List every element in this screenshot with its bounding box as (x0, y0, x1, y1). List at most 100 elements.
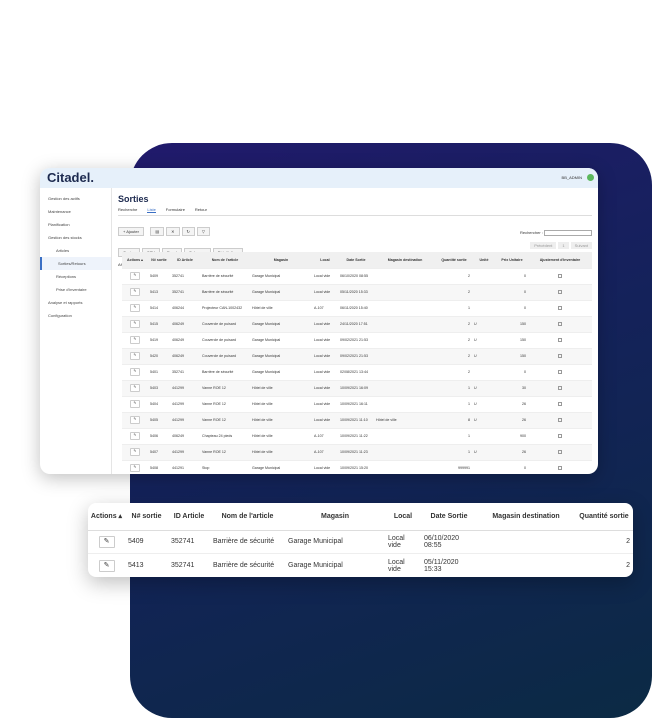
checkbox[interactable] (558, 417, 562, 422)
sidebar-item[interactable]: Réceptions (56, 274, 77, 279)
cell-text: 0 (524, 306, 526, 310)
icon-button[interactable]: ↻ (181, 227, 195, 236)
edit-button[interactable]: ✎ (98, 535, 115, 548)
add-button[interactable]: + Ajouter (118, 227, 144, 236)
user-name[interactable]: BB_ADMIN (561, 175, 582, 180)
column-header[interactable]: Prix Unitaire (496, 252, 528, 268)
column-header[interactable]: Local (385, 503, 421, 531)
table-row[interactable]: ✎ 5404 441299 Vanne ROE 12 Hôtel de ville Loc… (122, 395, 592, 412)
edit-button[interactable]: ✎ (130, 320, 140, 328)
column-header[interactable]: N# sortie (125, 503, 168, 531)
column-header[interactable]: Unité (472, 252, 496, 268)
column-header[interactable]: Local (312, 252, 338, 268)
table-row[interactable]: ✎ 5419 406249 Couvercle de puisard Garage Mu… (122, 331, 592, 348)
column-header[interactable]: Magasin destination (374, 252, 436, 268)
sidebar-item[interactable]: Maintenance (48, 209, 71, 214)
edit-button[interactable]: ✎ (130, 352, 140, 360)
cell: 900 (496, 427, 528, 444)
checkbox[interactable] (558, 465, 562, 470)
column-header[interactable]: Magasin destination (477, 503, 575, 531)
tab[interactable]: Retour (194, 207, 207, 212)
column-header[interactable]: Actions ▴ (88, 503, 125, 531)
edit-button[interactable]: ✎ (130, 304, 140, 312)
column-header[interactable]: N# sortie (148, 252, 170, 268)
column-header[interactable]: Nom de l'article (200, 252, 250, 268)
checkbox[interactable] (558, 305, 562, 310)
edit-button[interactable]: ✎ (130, 448, 140, 456)
tab[interactable]: Liste (147, 207, 156, 213)
cell-text: 2 (626, 562, 630, 569)
cell (374, 315, 436, 332)
column-header[interactable]: Magasin (250, 252, 312, 268)
edit-button[interactable]: ✎ (130, 368, 140, 376)
sidebar-item[interactable]: Gestion des stocks (48, 235, 82, 240)
checkbox[interactable] (558, 289, 562, 294)
edit-button[interactable]: ✎ (130, 464, 140, 473)
checkbox[interactable] (558, 401, 562, 406)
cell-text: 5414 (150, 306, 158, 310)
column-label: Actions (90, 513, 117, 521)
column-header[interactable]: Nom de l'article (210, 503, 285, 531)
column-header[interactable]: ID Article (170, 252, 200, 268)
search-input[interactable] (544, 230, 592, 236)
sidebar-item[interactable]: Configuration (48, 313, 72, 318)
column-header[interactable]: ID Article (168, 503, 210, 531)
cell: 26 (496, 395, 528, 412)
column-header[interactable]: Ajustement d'inventaire (528, 252, 592, 268)
page-button[interactable]: Suivant (570, 242, 592, 249)
sidebar-item[interactable]: Analyse et rapports (48, 300, 83, 305)
checkbox[interactable] (558, 353, 562, 358)
table-row[interactable]: ✎ 5415 406249 Couvercle de puisard Garage Mu… (122, 315, 592, 332)
edit-button[interactable]: ✎ (130, 272, 140, 280)
table-row[interactable]: ✎ 5406 406249 Chapteau 24 pieds Hôtel de vil… (122, 427, 592, 444)
table-row[interactable]: ✎ 5420 406249 Couvercle de puisard Garage Mu… (122, 347, 592, 364)
edit-button[interactable]: ✎ (130, 288, 140, 296)
table-row[interactable]: ✎ 5413 352741 Barrière de sécurité Garage Mu… (88, 553, 633, 577)
table-row[interactable]: ✎ 5408 441291 Stop Garage Municipal Local vid… (122, 459, 592, 474)
icon-button[interactable]: ▤ (150, 227, 165, 236)
icon-button[interactable]: ✕ (166, 227, 180, 236)
cell-text: 2 (468, 322, 470, 326)
table-row[interactable]: ✎ 5414 406244 Projecteur CAN-1002432 Hôtel d… (122, 299, 592, 316)
actions-cell: ✎ (122, 347, 148, 364)
table-row[interactable]: ✎ 5403 441299 Vanne ROE 12 Hôtel de ville Loc… (122, 379, 592, 396)
column-header[interactable]: Date Sortie (421, 503, 477, 531)
edit-button[interactable]: ✎ (130, 432, 140, 440)
checkbox[interactable] (558, 433, 562, 438)
checkbox[interactable] (558, 321, 562, 326)
page-button[interactable]: 1 (558, 242, 569, 249)
table-row[interactable]: ✎ 5405 441299 Vanne ROE 12 Hôtel de ville Loc… (122, 411, 592, 428)
cell: Couvercle de puisard (200, 315, 250, 332)
column-header[interactable]: Date Sortie (338, 252, 374, 268)
column-header[interactable]: Quantité sortie (436, 252, 472, 268)
sidebar-item[interactable]: Planification (48, 222, 70, 227)
tab[interactable]: Recherche (118, 207, 138, 212)
edit-button[interactable]: ✎ (130, 336, 140, 344)
checkbox[interactable] (558, 369, 562, 374)
sidebar-item[interactable]: Prise d'inventaire (56, 287, 87, 292)
page-button[interactable]: Précédent (530, 242, 557, 249)
checkbox[interactable] (558, 337, 562, 342)
table-row[interactable]: ✎ 5413 352741 Barrière de sécurité Garage Mu… (122, 283, 592, 300)
checkbox[interactable] (558, 273, 562, 278)
edit-button[interactable]: ✎ (130, 400, 140, 408)
table-row[interactable]: ✎ 5407 441299 Vanne ROE 12 Hôtel de ville A-1… (122, 443, 592, 460)
edit-button[interactable]: ✎ (98, 559, 115, 572)
sidebar-item[interactable]: Sorties/Retours (40, 257, 111, 270)
table-row[interactable]: ✎ 5409 352741 Barrière de sécurité Garage Mu… (88, 529, 633, 554)
column-header[interactable]: Actions ▴ (122, 252, 148, 268)
edit-button[interactable]: ✎ (130, 384, 140, 392)
column-header[interactable]: Quantité sortie (575, 503, 633, 531)
tab[interactable]: Formulaire (165, 207, 185, 212)
icon-button[interactable]: ▽ (196, 227, 210, 236)
table-row[interactable]: ✎ 5409 352741 Barrière de sécurité Garage Mu… (122, 267, 592, 284)
column-header[interactable]: Magasin (285, 503, 385, 531)
sidebar-item[interactable]: Gestion des actifs (48, 196, 80, 201)
edit-button[interactable]: ✎ (130, 416, 140, 424)
cell: 26 (496, 411, 528, 428)
checkbox[interactable] (558, 385, 562, 390)
sidebar-item[interactable]: Articles (56, 248, 70, 253)
cell-text: 10/09/2021 11:10 (340, 418, 368, 422)
checkbox[interactable] (558, 449, 562, 454)
table-row[interactable]: ✎ 5401 352741 Barrière de sécurité Garage Mu… (122, 363, 592, 380)
